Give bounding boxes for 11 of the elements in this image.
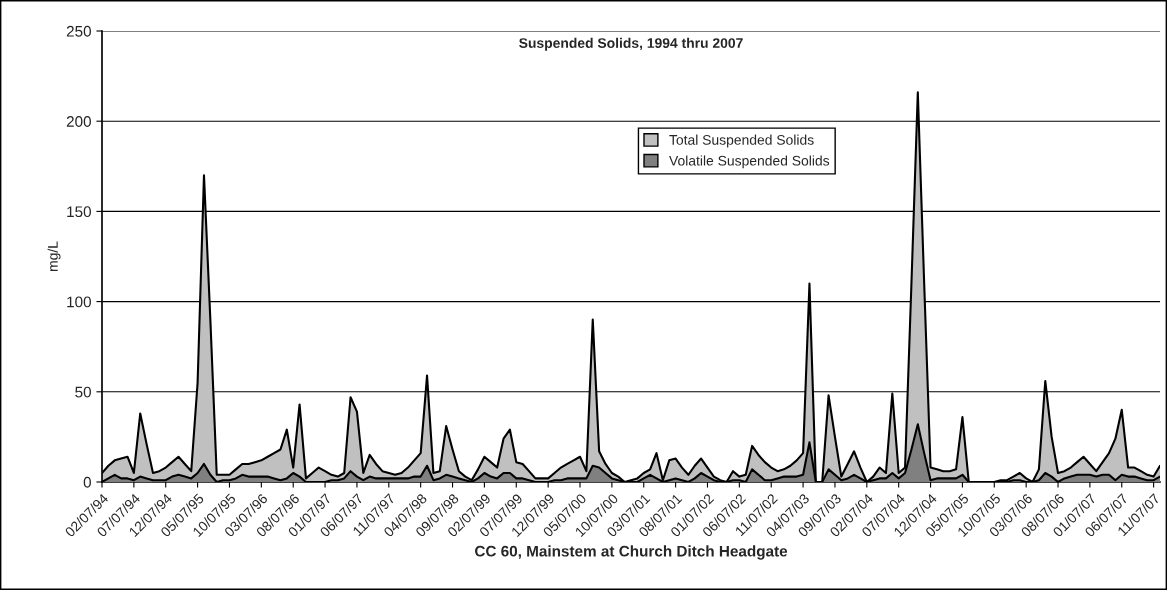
y-tick-label: 150 [67,206,91,218]
chart-title: Suspended Solids, 1994 thru 2007 [519,37,743,51]
y-tick-label: 0 [83,476,91,488]
legend-label: Volatile Suspended Solids [669,155,830,169]
y-tick-label: 250 [66,25,91,37]
x-axis-title: CC 60, Mainstem at Church Ditch Headgate [475,545,788,560]
y-axis-title: mg/L [47,241,61,272]
y-tick-label: 200 [66,116,91,127]
legend-label: Total Suspended Solids [669,134,814,148]
y-tick-label: 50 [75,386,91,398]
y-tick-label: 100 [67,296,91,308]
